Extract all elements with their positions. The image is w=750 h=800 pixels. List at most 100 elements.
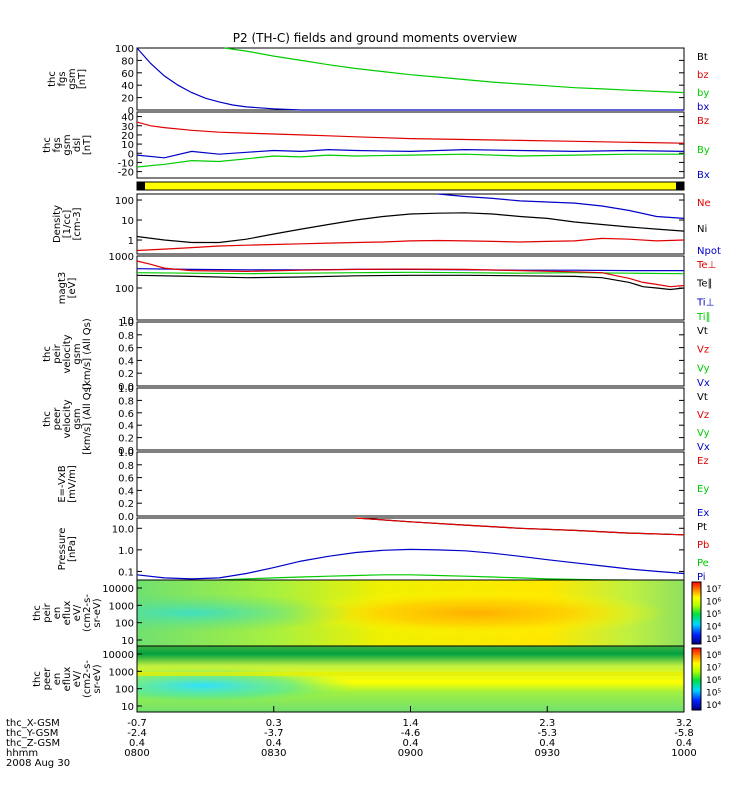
y-axis-title-line: (cm2-s- [82, 660, 93, 698]
x-tick-label-x_gsm: -0.7 [127, 718, 147, 729]
series-Te∥ [136, 274, 685, 291]
y-tick-label: 1.0 [118, 546, 134, 557]
colorbar-tick-label: 10⁴ [706, 623, 721, 633]
y-tick-label: 1.0 [118, 448, 134, 459]
y-tick-label: 0.0 [118, 446, 134, 457]
y-axis-title-line: E=-VxB [57, 465, 68, 502]
y-tick-label: 0.8 [118, 461, 134, 472]
y-axis-title-line: gsm [72, 408, 83, 429]
x-tick-label-y_gsm: -3.7 [264, 728, 284, 739]
y-axis-title-line: gsm [67, 68, 78, 89]
y-tick-label: 100 [115, 685, 134, 696]
panel-frame [136, 47, 685, 111]
y-tick-label: 0.6 [118, 474, 134, 485]
x-tick-label-z_gsm: 0.4 [129, 738, 145, 749]
panel-8: 10.0 1.0 0.1 Pt Pb Pe Pi Pressure [nPa] [57, 517, 709, 583]
x-tick-label-x_gsm: 1.4 [403, 718, 419, 729]
legend-entry: Bz [697, 116, 709, 127]
legend-entry: Vy [697, 428, 710, 439]
y-axis-title-line: [nPa] [67, 536, 78, 562]
x-tick-label-x_gsm: 2.3 [539, 718, 555, 729]
y-axis-title-line: eV/ [72, 604, 83, 621]
panel-3: 100 10 1 Ne Ni Npot Density [1/cc] [cm-3] [52, 193, 721, 257]
xaxis-row-label: thc_Z-GSM [6, 738, 60, 749]
y-tick-label: 0.1 [118, 567, 134, 578]
y-axis-title-line: [1/cc] [62, 210, 73, 239]
y-axis-title-line: [eV] [67, 278, 78, 299]
legend-entry: bx [697, 102, 709, 113]
colorbar-tick-label: 10⁵ [706, 689, 721, 699]
y-axis-title-line: peer [52, 407, 63, 431]
y-tick-label: 0.4 [118, 421, 134, 432]
legend-entry: Te∥ [696, 279, 713, 290]
series-Pi [136, 548, 685, 580]
xaxis-row-label: thc_Y-GSM [6, 728, 58, 739]
legend-entry: Ti⊥ [696, 297, 714, 308]
y-tick-label: 60 [121, 69, 134, 80]
x-tick-label-hhmm: 0800 [124, 748, 149, 759]
y-axis-title-line: fgs [52, 137, 63, 152]
quality-flag-marker [676, 182, 684, 190]
series-Ni [136, 212, 685, 244]
legend-entry: Ni [697, 224, 707, 235]
panel-frame [136, 451, 685, 517]
legend-entry: Vx [697, 378, 710, 389]
legend-entry: Npot [697, 246, 721, 257]
y-axis-title-line: sr-eV) [92, 664, 103, 693]
y-tick-label: 10.0 [112, 524, 134, 535]
colorbar-tick-label: 10⁸ [706, 651, 721, 661]
colorbar [691, 647, 702, 711]
y-axis-title-line: gsm [62, 134, 73, 155]
y-tick-label: 0.2 [118, 499, 134, 510]
y-tick-label: 20 [121, 94, 134, 105]
y-axis-title-line: (cm2-s- [82, 594, 93, 632]
panel-10: 10000 1000 100 10 10⁸ 10⁷ 10⁶ 10⁵ 10⁴ thc peer en ef… [32, 645, 721, 713]
xaxis-date-label: 2008 Aug 30 [6, 758, 70, 769]
y-tick-label: 40 [121, 113, 134, 124]
x-tick-label-hhmm: 0930 [535, 748, 560, 759]
colorbar-tick-label: 10⁵ [706, 610, 721, 620]
y-axis-title-line: thc [42, 346, 53, 362]
legend-entry: Pi [697, 572, 706, 583]
y-tick-label: 80 [121, 56, 134, 67]
y-axis-title-line: [nT] [77, 69, 88, 89]
x-tick-label-y_gsm: -4.6 [401, 728, 421, 739]
y-tick-label: 1.0 [118, 318, 134, 329]
panel-9: 10000 1000 100 10 10⁷ 10⁶ 10⁵ 10⁴ 10³ thc peir en ef… [32, 579, 721, 647]
y-tick-label: 10000 [102, 650, 134, 661]
y-axis-title-line: en [52, 673, 63, 686]
x-tick-label-z_gsm: 0.4 [266, 738, 282, 749]
y-axis-title-line: thc [32, 605, 43, 621]
colorbar-tick-label: 10³ [706, 635, 721, 645]
series-Bz [136, 121, 685, 144]
y-axis-title-line: fgs [57, 71, 68, 86]
y-tick-label: 100 [115, 196, 134, 207]
y-tick-label: 0.2 [118, 369, 134, 380]
legend-entry: bz [697, 70, 709, 81]
legend-entry: By [697, 145, 710, 156]
y-axis-title-line: [km/s] (All Qs) [82, 318, 93, 390]
y-tick-label: 10000 [102, 584, 134, 595]
y-axis-title-line: dsl [72, 138, 83, 152]
series-bx [136, 47, 684, 111]
y-tick-label: 10 [121, 702, 134, 713]
y-tick-label: 10 [121, 316, 134, 327]
legend-entry: Pt [697, 522, 707, 533]
y-tick-label: 0.0 [118, 382, 134, 393]
heatmap-cool-region [137, 580, 684, 646]
y-tick-label: 10 [121, 216, 134, 227]
y-axis-title-line: sr-eV) [92, 598, 103, 627]
y-tick-label: 0.2 [118, 434, 134, 445]
legend-entry: Bt [697, 52, 708, 63]
legend-entry: Ey [697, 484, 709, 495]
y-axis-title-line: peir [42, 602, 53, 622]
y-axis-title-line: velocity [62, 334, 73, 373]
y-axis-title-line: thc [42, 411, 53, 427]
y-axis-title-line: peer [42, 667, 53, 691]
y-axis-title-line: Pressure [57, 528, 68, 571]
panel-frame [136, 255, 685, 321]
x-tick-label-hhmm: 0830 [261, 748, 286, 759]
legend-entry: Vy [697, 363, 710, 374]
